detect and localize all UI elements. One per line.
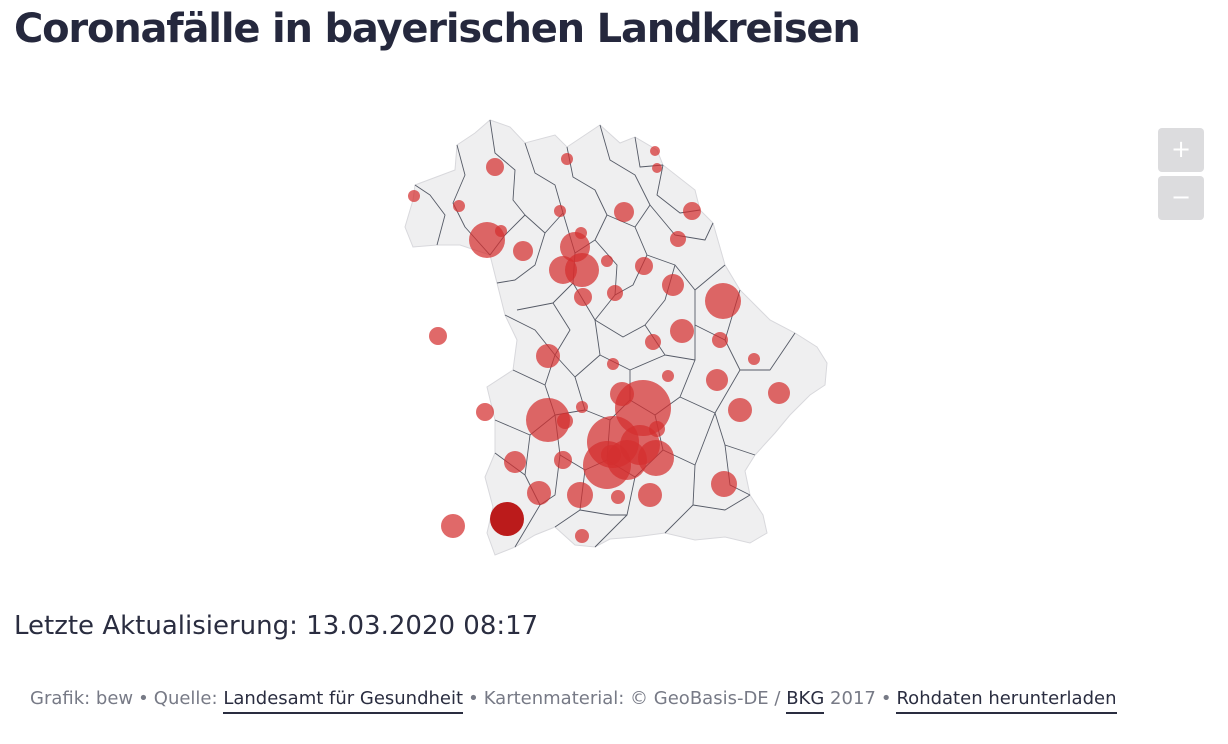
case-bubble[interactable]	[683, 202, 701, 220]
case-bubble[interactable]	[650, 146, 660, 156]
case-bubble[interactable]	[638, 483, 662, 507]
case-bubble[interactable]	[635, 257, 653, 275]
case-bubble[interactable]	[670, 231, 686, 247]
case-bubble[interactable]	[614, 202, 634, 222]
last-updated: Letzte Aktualisierung: 13.03.2020 08:17	[14, 611, 539, 641]
case-bubble[interactable]	[486, 158, 504, 176]
case-bubble[interactable]	[495, 225, 507, 237]
case-bubble[interactable]	[526, 398, 570, 442]
credit-karten-label: Kartenmaterial: © GeoBasis-DE /	[483, 688, 781, 709]
case-bubble[interactable]	[554, 451, 572, 469]
bavaria-map[interactable]	[395, 115, 835, 570]
case-bubble[interactable]	[561, 153, 573, 165]
case-bubbles	[408, 146, 790, 543]
case-bubble[interactable]	[490, 502, 524, 536]
case-bubble[interactable]	[557, 413, 573, 429]
separator-dot: •	[880, 688, 892, 709]
case-bubble[interactable]	[565, 253, 599, 287]
case-bubble[interactable]	[527, 481, 551, 505]
case-bubble[interactable]	[662, 274, 684, 296]
case-bubble[interactable]	[768, 382, 790, 404]
case-bubble[interactable]	[513, 241, 533, 261]
case-bubble[interactable]	[476, 403, 494, 421]
source-link[interactable]: Landesamt für Gesundheit	[223, 688, 464, 714]
case-bubble[interactable]	[711, 471, 737, 497]
case-bubble[interactable]	[652, 163, 662, 173]
case-bubble[interactable]	[607, 285, 623, 301]
footer-credits: Grafik: bew • Quelle: Landesamt für Gesund…	[30, 688, 1117, 714]
case-bubble[interactable]	[576, 401, 588, 413]
case-bubble[interactable]	[611, 490, 625, 504]
bavaria-outline	[404, 119, 828, 556]
credit-quelle-label: Quelle:	[153, 688, 218, 709]
case-bubble[interactable]	[670, 319, 694, 343]
case-bubble[interactable]	[567, 482, 593, 508]
case-bubble[interactable]	[601, 445, 621, 465]
case-bubble[interactable]	[536, 344, 560, 368]
bkg-link[interactable]: BKG	[786, 688, 825, 714]
case-bubble[interactable]	[574, 288, 592, 306]
case-bubble[interactable]	[705, 283, 741, 319]
case-bubble[interactable]	[575, 227, 587, 239]
case-bubble[interactable]	[554, 205, 566, 217]
case-bubble[interactable]	[601, 255, 613, 267]
case-bubble[interactable]	[453, 200, 465, 212]
case-bubble[interactable]	[748, 353, 760, 365]
map-svg[interactable]	[395, 115, 835, 570]
case-bubble[interactable]	[645, 334, 661, 350]
case-bubble[interactable]	[429, 327, 447, 345]
download-raw-data-link[interactable]: Rohdaten herunterladen	[896, 688, 1117, 714]
case-bubble[interactable]	[662, 370, 674, 382]
case-bubble[interactable]	[408, 190, 420, 202]
separator-dot: •	[138, 688, 149, 709]
case-bubble[interactable]	[607, 358, 619, 370]
case-bubble[interactable]	[638, 440, 674, 476]
case-bubble[interactable]	[706, 369, 728, 391]
credit-year: 2017	[830, 688, 876, 709]
case-bubble[interactable]	[575, 529, 589, 543]
credit-grafik: Grafik: bew	[30, 688, 134, 709]
page-title: Coronafälle in bayerischen Landkreisen	[14, 6, 861, 52]
case-bubble[interactable]	[504, 451, 526, 473]
case-bubble[interactable]	[728, 398, 752, 422]
separator-dot: •	[468, 688, 479, 709]
case-bubble[interactable]	[441, 514, 465, 538]
zoom-in-button[interactable]: +	[1158, 128, 1204, 172]
case-bubble[interactable]	[649, 421, 665, 437]
zoom-control: + −	[1158, 128, 1204, 220]
case-bubble[interactable]	[712, 332, 728, 348]
zoom-out-button[interactable]: −	[1158, 176, 1204, 220]
